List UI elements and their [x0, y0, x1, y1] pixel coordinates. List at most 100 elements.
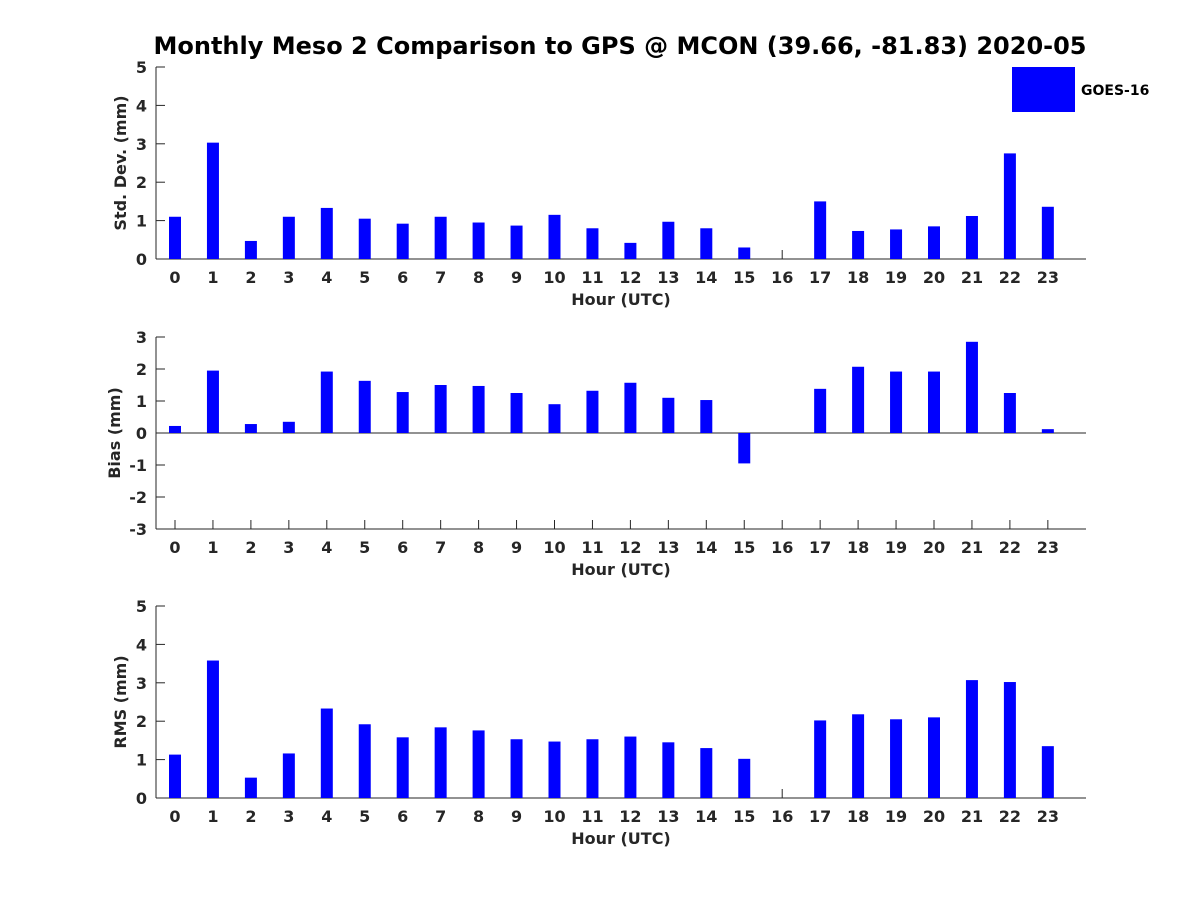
y-tick-label: 2 — [136, 173, 147, 192]
x-tick-label: 7 — [435, 538, 446, 557]
x-tick-label: 2 — [245, 807, 256, 826]
x-tick-label: 21 — [961, 268, 983, 287]
x-tick-label: 20 — [923, 807, 945, 826]
x-tick-label: 6 — [397, 538, 408, 557]
x-tick-label: 4 — [321, 538, 332, 557]
bar-hour-20 — [928, 371, 940, 433]
x-tick-label: 16 — [771, 268, 793, 287]
y-axis-label: RMS (mm) — [111, 655, 130, 748]
y-axis-label: Std. Dev. (mm) — [111, 95, 130, 230]
bar-hour-3 — [282, 216, 295, 259]
x-tick-label: 18 — [847, 268, 869, 287]
x-tick-label: 22 — [999, 807, 1021, 826]
bar-hour-19 — [890, 371, 903, 433]
bar-hour-17 — [814, 720, 827, 798]
x-tick-label: 23 — [1037, 538, 1059, 557]
bar-hour-3 — [282, 753, 295, 798]
bar-hour-22 — [1003, 153, 1016, 259]
x-tick-label: 23 — [1037, 807, 1059, 826]
x-tick-label: 18 — [847, 807, 869, 826]
x-tick-label: 16 — [771, 538, 793, 557]
x-tick-label: 1 — [207, 807, 218, 826]
x-tick-label: 9 — [511, 807, 522, 826]
x-tick-label: 19 — [885, 807, 907, 826]
bar-hour-17 — [814, 388, 827, 433]
bar-hour-1 — [206, 142, 219, 259]
legend-label: GOES-16 — [1081, 83, 1149, 99]
x-tick-label: 13 — [657, 538, 679, 557]
bar-hour-21 — [965, 680, 978, 798]
x-tick-label: 6 — [397, 807, 408, 826]
y-tick-label: -1 — [129, 456, 147, 475]
bar-hour-2 — [244, 424, 257, 433]
y-tick-label: 0 — [136, 789, 147, 808]
bar-hour-7 — [434, 727, 447, 798]
x-axis-label: Hour (UTC) — [571, 290, 671, 309]
bar-hour-10 — [548, 214, 561, 259]
bar-hour-9 — [510, 739, 523, 798]
bar-hour-7 — [434, 216, 447, 259]
bar-hour-0 — [169, 754, 181, 798]
bar-hour-22 — [1003, 682, 1016, 798]
bar-hour-23 — [1041, 746, 1054, 798]
x-tick-label: 22 — [999, 538, 1021, 557]
x-tick-label: 5 — [359, 538, 370, 557]
x-tick-label: 9 — [511, 538, 522, 557]
bar-hour-15 — [738, 433, 751, 464]
bar-hour-2 — [244, 240, 257, 259]
y-axis-label: Bias (mm) — [105, 387, 124, 479]
y-tick-label: 5 — [136, 58, 147, 77]
x-tick-label: 22 — [999, 268, 1021, 287]
bar-hour-15 — [738, 758, 751, 798]
bar-hour-12 — [624, 242, 637, 259]
x-axis-label: Hour (UTC) — [571, 829, 671, 848]
x-tick-label: 7 — [435, 807, 446, 826]
x-tick-label: 10 — [543, 538, 565, 557]
bar-hour-18 — [852, 366, 865, 433]
x-tick-label: 3 — [283, 538, 294, 557]
bar-hour-20 — [928, 226, 940, 259]
bar-hour-7 — [434, 385, 447, 433]
bar-hour-1 — [206, 370, 219, 433]
bar-hour-8 — [472, 385, 485, 433]
bar-hour-20 — [928, 717, 940, 798]
bar-hour-17 — [814, 201, 827, 259]
x-tick-label: 7 — [435, 268, 446, 287]
y-tick-label: 2 — [136, 712, 147, 731]
bar-hour-22 — [1003, 393, 1016, 433]
y-tick-label: 1 — [136, 212, 147, 231]
bar-hour-6 — [396, 223, 409, 259]
x-tick-label: 8 — [473, 268, 484, 287]
bar-hour-12 — [624, 382, 637, 433]
bar-hour-23 — [1041, 206, 1054, 259]
x-tick-label: 12 — [619, 268, 641, 287]
bar-hour-13 — [662, 742, 675, 798]
x-tick-label: 14 — [695, 538, 717, 557]
bar-hour-21 — [965, 341, 978, 433]
bar-hour-0 — [169, 216, 181, 259]
x-tick-label: 20 — [923, 538, 945, 557]
x-tick-label: 13 — [657, 268, 679, 287]
bar-hour-11 — [586, 739, 599, 798]
bar-hour-10 — [548, 741, 561, 798]
bar-hour-21 — [965, 215, 978, 259]
x-tick-label: 15 — [733, 807, 755, 826]
x-tick-label: 17 — [809, 538, 831, 557]
x-tick-label: 11 — [581, 538, 603, 557]
x-tick-label: 19 — [885, 538, 907, 557]
y-tick-label: 0 — [136, 250, 147, 269]
y-tick-label: 0 — [136, 424, 147, 443]
bar-hour-8 — [472, 222, 485, 259]
x-tick-label: 16 — [771, 807, 793, 826]
bar-hour-4 — [320, 708, 333, 798]
bar-hour-9 — [510, 393, 523, 433]
bar-hour-5 — [358, 724, 371, 798]
bar-hour-1 — [206, 660, 219, 798]
bar-hour-19 — [890, 719, 903, 798]
bar-hour-2 — [244, 777, 257, 798]
bar-hour-14 — [700, 748, 713, 798]
